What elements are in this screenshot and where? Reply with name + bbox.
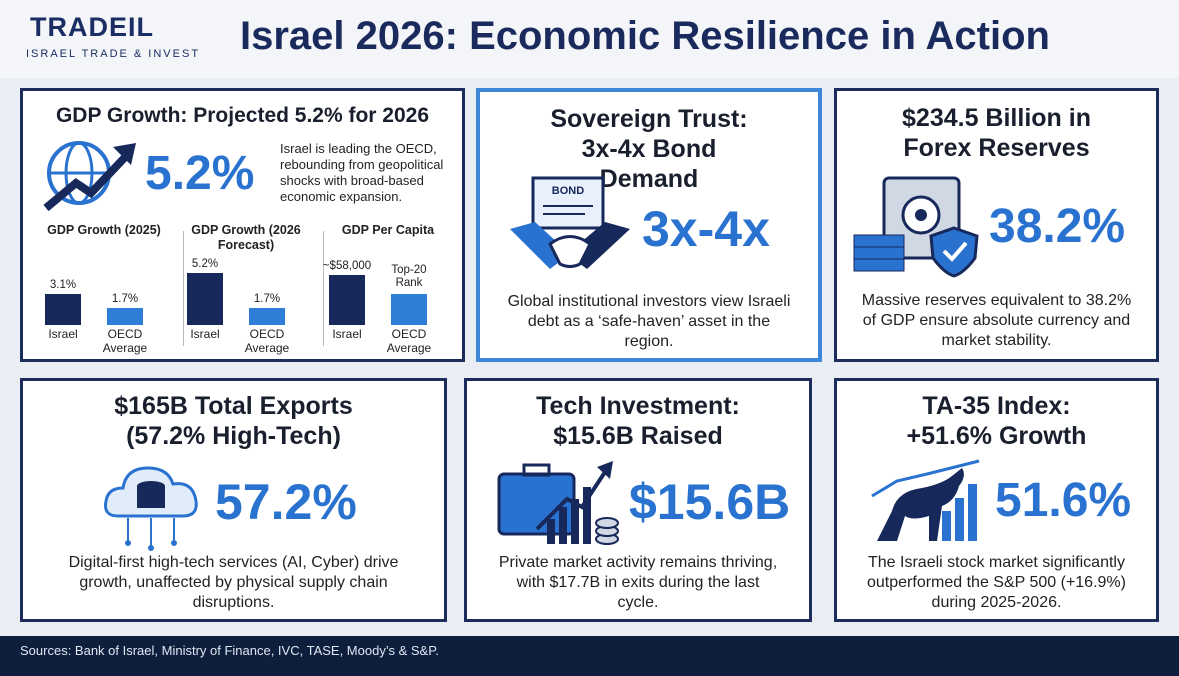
card: Tech Investment: $15.6B Raised $15.6B Pr… — [464, 378, 812, 622]
card-title: Sovereign Trust: 3x-4x Bond Demand — [550, 105, 748, 193]
card: Sovereign Trust: 3x-4x Bond Demand BOND … — [476, 88, 822, 362]
footer: Sources: Bank of Israel, Ministry of Fin… — [0, 636, 1179, 676]
annotation: Top-20 Rank — [391, 264, 427, 290]
investment-icon — [497, 461, 619, 545]
big-value: $15.6B — [629, 474, 791, 530]
value-label: ~$58,000 — [322, 260, 372, 273]
bond-icon: BOND — [510, 176, 630, 269]
header: TRADEIL ISRAEL TRADE & INVEST Israel 202… — [0, 0, 1179, 78]
category-label: Israel — [190, 327, 220, 341]
bar — [187, 273, 223, 325]
category-label: Israel — [48, 327, 78, 341]
bar — [45, 294, 81, 325]
value-label: 1.7% — [111, 293, 139, 305]
bar — [329, 275, 365, 325]
card-title: TA-35 Index: +51.6% Growth — [906, 392, 1087, 450]
card-description: Israel is leading the OECD, rebounding f… — [280, 141, 444, 204]
reserves-icon — [853, 176, 979, 278]
mini-chart-title: GDP Growth (2026 Forecast) — [191, 223, 301, 252]
bull-icon — [871, 459, 980, 541]
value-label: 1.7% — [253, 293, 281, 305]
card-description: The Israeli stock market significantly o… — [867, 554, 1126, 611]
bar — [107, 308, 143, 325]
card: $234.5 Billion in Forex Reserves 38.2% M… — [834, 88, 1159, 362]
card-title: $165B Total Exports (57.2% High-Tech) — [114, 392, 353, 450]
card: GDP Growth: Projected 5.2% for 2026 5.2%… — [20, 88, 465, 362]
cloud-icon — [104, 466, 198, 551]
card-description: Massive reserves equivalent to 38.2% of … — [861, 292, 1132, 349]
big-value: 57.2% — [215, 474, 357, 530]
mini-chart-title: GDP Per Capita — [341, 223, 435, 237]
big-value: 5.2% — [145, 147, 255, 200]
growth-icon — [43, 141, 136, 212]
card-description: Global institutional investors view Isra… — [507, 293, 791, 350]
big-value: 38.2% — [989, 200, 1126, 253]
category-label: OECD Average — [102, 327, 148, 355]
category-label: OECD Average — [244, 327, 290, 355]
big-value: 51.6% — [995, 474, 1132, 527]
card-description: Private market activity remains thriving… — [498, 554, 778, 611]
icon-label: BOND — [552, 185, 584, 197]
sources: Sources: Bank of Israel, Ministry of Fin… — [20, 643, 439, 658]
category-label: OECD Average — [386, 327, 432, 355]
category-label: Israel — [332, 327, 362, 341]
card: $165B Total Exports (57.2% High-Tech) 57… — [20, 378, 447, 622]
bar — [391, 294, 427, 325]
card-description: Digital-first high-tech services (AI, Cy… — [68, 554, 399, 611]
card: TA-35 Index: +51.6% Growth 51.6% The Isr… — [834, 378, 1159, 622]
mini-chart-title: GDP Growth (2025) — [47, 223, 161, 237]
mini-chart: GDP Growth (2026 Forecast) Israel 5.2% OECD… — [177, 223, 315, 361]
card-title: $234.5 Billion in Forex Reserves — [902, 104, 1091, 162]
mini-chart: GDP Growth (2025) Israel 3.1% OECD Average 1… — [35, 223, 173, 361]
bar — [249, 308, 285, 325]
card-title: GDP Growth: Projected 5.2% for 2026 — [55, 104, 430, 127]
value-label: 3.1% — [49, 279, 77, 291]
value-label: 5.2% — [191, 258, 219, 270]
logo: TRADEIL — [30, 12, 154, 42]
card-title: Tech Investment: $15.6B Raised — [536, 392, 740, 450]
mini-chart: GDP Per Capita Israel ~$58,000 OECD Average… — [319, 223, 457, 361]
big-value: 3x-4x — [642, 201, 770, 257]
page-title: Israel 2026: Economic Resilience in Acti… — [240, 14, 1050, 58]
logo-tagline: ISRAEL TRADE & INVEST — [26, 48, 201, 60]
